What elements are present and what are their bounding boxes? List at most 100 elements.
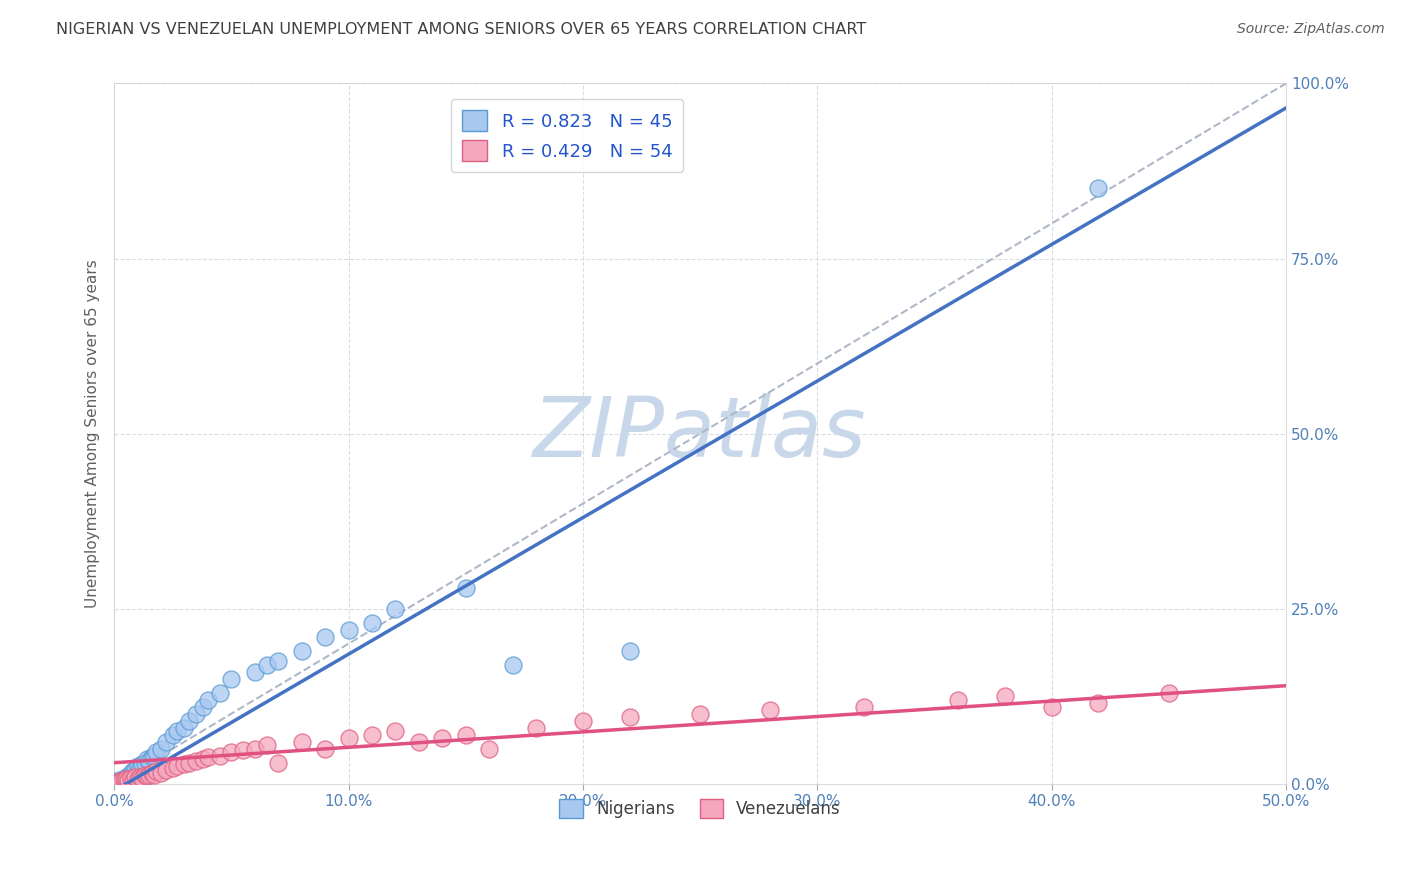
Point	[155, 763, 177, 777]
Point	[162, 761, 184, 775]
Point	[117, 772, 139, 787]
Point	[173, 721, 195, 735]
Point	[502, 657, 524, 672]
Point	[115, 772, 138, 786]
Point	[193, 752, 215, 766]
Point	[384, 724, 406, 739]
Point	[150, 766, 173, 780]
Point	[131, 757, 153, 772]
Point	[127, 772, 149, 786]
Point	[689, 706, 711, 721]
Point	[267, 756, 290, 770]
Point	[221, 672, 243, 686]
Point	[619, 710, 641, 724]
Point	[243, 741, 266, 756]
Point	[105, 774, 128, 789]
Point	[138, 755, 160, 769]
Point	[129, 761, 152, 775]
Point	[127, 766, 149, 780]
Point	[197, 750, 219, 764]
Point	[186, 755, 208, 769]
Point	[291, 735, 314, 749]
Point	[197, 692, 219, 706]
Legend: Nigerians, Venezuelans: Nigerians, Venezuelans	[553, 792, 848, 824]
Point	[143, 768, 166, 782]
Point	[115, 771, 138, 785]
Point	[173, 757, 195, 772]
Point	[141, 750, 163, 764]
Point	[384, 601, 406, 615]
Point	[124, 763, 146, 777]
Point	[117, 771, 139, 785]
Y-axis label: Unemployment Among Seniors over 65 years: Unemployment Among Seniors over 65 years	[86, 260, 100, 608]
Point	[314, 630, 336, 644]
Point	[115, 770, 138, 784]
Point	[221, 745, 243, 759]
Point	[186, 706, 208, 721]
Point	[136, 769, 159, 783]
Point	[162, 728, 184, 742]
Point	[115, 774, 138, 789]
Point	[131, 771, 153, 785]
Point	[117, 773, 139, 788]
Point	[478, 741, 501, 756]
Point	[1087, 181, 1109, 195]
Point	[124, 771, 146, 785]
Point	[134, 768, 156, 782]
Point	[994, 689, 1017, 703]
Point	[155, 735, 177, 749]
Point	[572, 714, 595, 728]
Point	[1087, 696, 1109, 710]
Point	[179, 756, 201, 770]
Point	[122, 764, 145, 778]
Point	[122, 773, 145, 788]
Point	[120, 771, 142, 785]
Point	[179, 714, 201, 728]
Point	[112, 772, 135, 787]
Text: NIGERIAN VS VENEZUELAN UNEMPLOYMENT AMONG SENIORS OVER 65 YEARS CORRELATION CHAR: NIGERIAN VS VENEZUELAN UNEMPLOYMENT AMON…	[56, 22, 866, 37]
Point	[524, 721, 547, 735]
Point	[145, 764, 167, 778]
Point	[110, 774, 132, 789]
Point	[166, 724, 188, 739]
Point	[129, 770, 152, 784]
Point	[136, 752, 159, 766]
Point	[138, 767, 160, 781]
Text: Source: ZipAtlas.com: Source: ZipAtlas.com	[1237, 22, 1385, 37]
Point	[432, 731, 454, 746]
Point	[337, 623, 360, 637]
Point	[122, 770, 145, 784]
Point	[256, 738, 278, 752]
Point	[853, 699, 876, 714]
Point	[314, 741, 336, 756]
Point	[1040, 699, 1063, 714]
Point	[256, 657, 278, 672]
Point	[143, 748, 166, 763]
Point	[120, 768, 142, 782]
Point	[946, 692, 969, 706]
Point	[408, 735, 430, 749]
Point	[134, 756, 156, 770]
Point	[108, 775, 131, 789]
Point	[120, 766, 142, 780]
Point	[243, 665, 266, 679]
Point	[208, 748, 231, 763]
Text: ZIPatlas: ZIPatlas	[533, 393, 868, 474]
Point	[232, 743, 254, 757]
Point	[166, 759, 188, 773]
Point	[108, 773, 131, 788]
Point	[127, 759, 149, 773]
Point	[208, 686, 231, 700]
Point	[267, 654, 290, 668]
Point	[291, 643, 314, 657]
Point	[361, 728, 384, 742]
Point	[193, 699, 215, 714]
Point	[110, 773, 132, 788]
Point	[150, 741, 173, 756]
Point	[619, 643, 641, 657]
Point	[454, 728, 477, 742]
Point	[361, 615, 384, 630]
Point	[145, 745, 167, 759]
Point	[141, 766, 163, 780]
Point	[759, 703, 782, 717]
